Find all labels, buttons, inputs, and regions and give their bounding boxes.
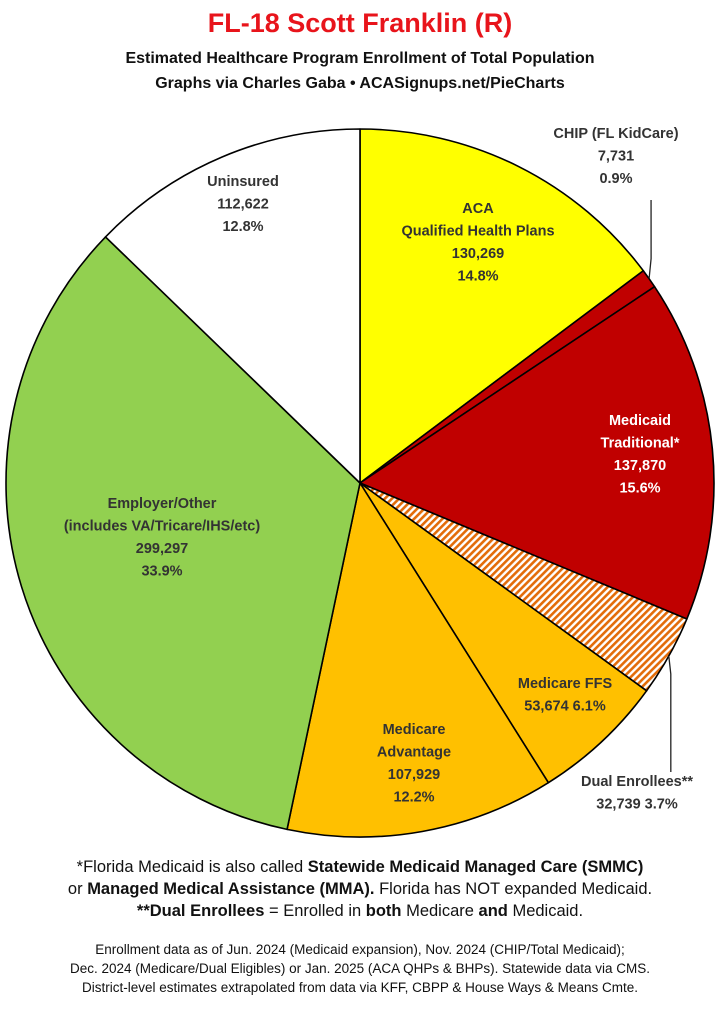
pie-slice-aca xyxy=(359,128,645,484)
chart-title: FL-18 Scott Franklin (R) xyxy=(207,8,513,38)
slice-label-employer: Employer/Other (includes VA/Tricare/IHS/e… xyxy=(64,496,261,580)
chart-subtitle: Estimated Healthcare Program Enrollment … xyxy=(125,50,595,67)
slice-labels: ACA Qualified Health Plans 130,269 14.8% CHI… xyxy=(64,126,694,813)
leader-line-chip xyxy=(648,199,652,279)
footnote-medicaid: *Florida Medicaid is also called Statewi… xyxy=(76,858,644,876)
source-line-3: District-level estimates extrapolated fr… xyxy=(82,980,638,995)
pie-chart: ACA Qualified Health Plans 130,269 14.8% CHI… xyxy=(5,126,715,838)
pie-slice-uninsured xyxy=(104,128,361,484)
footnote-mma: or Managed Medical Assistance (MMA). Flo… xyxy=(67,880,653,898)
slice-label-chip: CHIP (FL KidCare) 7,731 0.9% xyxy=(553,126,678,187)
pie-slice-ffs xyxy=(359,482,648,784)
slice-label-advantage: Medicare Advantage 107,929 12.2% xyxy=(377,722,451,806)
pie-slices xyxy=(5,128,715,838)
source-line-2: Dec. 2024 (Medicare/Dual Eligibles) or J… xyxy=(70,961,650,976)
slice-label-ffs: Medicare FFS 53,674 6.1% xyxy=(518,676,613,715)
pie-slice-advantage xyxy=(286,482,550,838)
slice-label-aca: ACA Qualified Health Plans 130,269 14.8% xyxy=(401,201,554,285)
pie-slice-medicaid xyxy=(359,285,715,620)
slice-label-dual: Dual Enrollees** 32,739 3.7% xyxy=(581,774,693,813)
footnote-dual: **Dual Enrollees = Enrolled in both Medi… xyxy=(136,902,584,920)
source-line-1: Enrollment data as of Jun. 2024 (Medicai… xyxy=(95,942,625,957)
slice-label-uninsured: Uninsured 112,622 12.8% xyxy=(207,174,279,235)
leader-lines xyxy=(648,199,672,773)
leader-line-dual xyxy=(668,655,672,773)
slice-label-medicaid: Medicaid Traditional* 137,870 15.6% xyxy=(601,413,680,497)
pie-slice-employer xyxy=(5,236,361,831)
chart-credit: Graphs via Charles Gaba • ACASignups.net… xyxy=(155,75,565,92)
